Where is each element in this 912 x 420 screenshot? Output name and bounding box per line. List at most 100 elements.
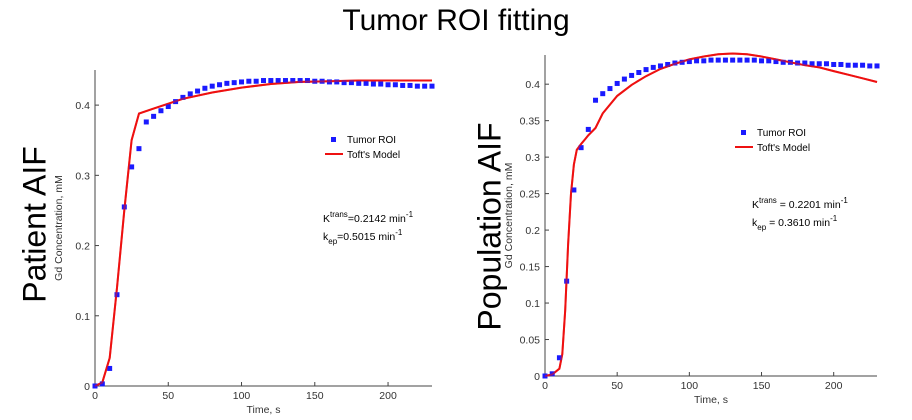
- data-point-tumor-roi: [261, 78, 266, 84]
- data-point-tumor-roi: [151, 113, 157, 119]
- x-tick-label: 100: [233, 390, 251, 402]
- data-point-tumor-roi: [823, 61, 829, 67]
- legend: Tumor ROI Toft's Model: [325, 135, 400, 161]
- data-point-tumor-roi: [578, 145, 584, 151]
- x-tick-label: 50: [162, 390, 174, 402]
- data-point-tumor-roi: [290, 78, 296, 84]
- data-point-tumor-roi: [304, 78, 310, 84]
- data-point-tumor-roi: [180, 94, 186, 100]
- y-tick-label: 0.1: [75, 311, 90, 323]
- data-point-tumor-roi: [816, 61, 822, 67]
- y-tick-label: 0: [84, 381, 90, 393]
- legend: Tumor ROI Toft's Model: [735, 128, 810, 154]
- y-tick-label: 0.2: [525, 225, 540, 237]
- data-point-tumor-roi: [874, 63, 880, 69]
- data-point-tumor-roi: [585, 126, 591, 132]
- data-point-tumor-roi: [737, 57, 743, 63]
- data-point-tumor-roi: [860, 62, 866, 68]
- data-point-tumor-roi: [730, 57, 736, 63]
- data-point-tumor-roi: [385, 82, 391, 88]
- data-point-tumor-roi: [275, 78, 281, 84]
- data-point-tumor-roi: [600, 91, 606, 97]
- data-point-tumor-roi: [187, 91, 193, 97]
- data-point-tumor-roi: [348, 80, 354, 86]
- data-point-tumor-roi: [268, 78, 274, 84]
- data-point-tumor-roi: [751, 57, 757, 63]
- data-point-tumor-roi: [614, 80, 620, 86]
- legend-label-tofts-model: Toft's Model: [347, 150, 400, 161]
- y-tick-label: 0.4: [75, 100, 90, 112]
- data-point-tumor-roi: [107, 365, 113, 371]
- data-point-tumor-roi: [370, 81, 376, 87]
- data-point-tumor-roi: [686, 59, 692, 65]
- data-point-tumor-roi: [831, 61, 837, 67]
- data-point-tumor-roi: [722, 57, 728, 63]
- y-axis-label: Gd Concentration, mM: [503, 163, 515, 269]
- data-point-tumor-roi: [356, 80, 362, 86]
- data-point-tumor-roi: [217, 82, 223, 88]
- data-point-tumor-roi: [867, 63, 873, 69]
- data-point-tumor-roi: [407, 82, 413, 88]
- data-point-tumor-roi: [643, 67, 649, 73]
- legend-marker-tumor-roi: [331, 137, 336, 142]
- legend-label-tumor-roi: Tumor ROI: [757, 128, 806, 139]
- y-tick-label: 0.25: [520, 189, 541, 201]
- data-point-tumor-roi: [392, 82, 398, 88]
- data-point-tumor-roi: [780, 59, 786, 65]
- x-axis-label: Time, s: [694, 394, 728, 406]
- x-tick-label: 200: [825, 380, 843, 392]
- data-point-tumor-roi: [202, 85, 208, 91]
- data-point-tumor-roi: [665, 61, 671, 67]
- data-point-tumor-roi: [363, 80, 369, 86]
- data-point-tumor-roi: [429, 83, 435, 89]
- data-point-tumor-roi: [158, 108, 164, 114]
- data-point-tumor-roi: [400, 82, 406, 88]
- y-tick-label: 0: [534, 371, 540, 383]
- legend-marker-tumor-roi: [741, 130, 746, 135]
- data-point-tumor-roi: [744, 57, 750, 63]
- chart-population-aif: 0 50 100 150 200 0 0.05 0.1 0.15 0.2 0.25 0.3 0.35 0.…: [503, 52, 880, 406]
- y-tick-label: 0.3: [525, 152, 540, 164]
- data-point-tumor-roi: [571, 187, 577, 193]
- x-tick-label: 200: [379, 390, 397, 402]
- y-tick-label: 0.3: [75, 170, 90, 182]
- x-tick-label: 150: [753, 380, 771, 392]
- annotation-kep: kep = 0.3610 min-1: [752, 214, 838, 232]
- chart-patient-aif: 0 50 100 150 200 0 0.1 0.2 0.3 0.4 Time, s Gd Conce…: [53, 70, 435, 416]
- data-point-tumor-roi: [209, 83, 215, 89]
- data-point-tumor-roi: [129, 164, 135, 170]
- data-point-tumor-roi: [136, 146, 142, 152]
- y-tick-label: 0.2: [75, 241, 90, 253]
- x-axis-label: Time, s: [246, 404, 280, 416]
- data-point-tumor-roi: [195, 88, 201, 94]
- data-point-tumor-roi: [341, 80, 347, 86]
- data-point-tumor-roi: [224, 80, 230, 86]
- y-axis-label: Gd Concentration, mM: [53, 175, 65, 281]
- data-point-tumor-roi: [809, 61, 815, 67]
- data-point-tumor-roi: [239, 79, 245, 85]
- data-point-tumor-roi: [715, 57, 721, 63]
- data-point-tumor-roi: [759, 58, 765, 64]
- data-point-tumor-roi: [231, 80, 237, 86]
- data-point-tumor-roi: [378, 81, 384, 87]
- y-tick-label: 0.1: [525, 298, 540, 310]
- data-point-tumor-roi: [165, 104, 171, 110]
- data-point-tumor-roi: [414, 83, 420, 89]
- annotation-ktrans: Ktrans = 0.2201 min-1: [752, 196, 848, 211]
- data-point-tumor-roi: [621, 76, 627, 82]
- y-tick-label: 0.15: [520, 262, 541, 274]
- data-point-tumor-roi: [701, 58, 707, 64]
- data-point-tumor-roi: [694, 58, 700, 64]
- annotation-kep: kep=0.5015 min-1: [323, 228, 403, 246]
- data-point-tumor-roi: [629, 72, 635, 78]
- x-tick-label: 150: [306, 390, 324, 402]
- data-point-tumor-roi: [650, 64, 656, 70]
- data-point-tumor-roi: [766, 58, 772, 64]
- data-point-tumor-roi: [773, 59, 779, 65]
- data-point-tumor-roi: [297, 78, 303, 84]
- data-point-tumor-roi: [708, 57, 714, 63]
- data-point-tumor-roi: [99, 381, 105, 387]
- data-point-tumor-roi: [143, 119, 149, 125]
- data-point-tumor-roi: [657, 63, 663, 69]
- x-tick-label: 0: [92, 390, 98, 402]
